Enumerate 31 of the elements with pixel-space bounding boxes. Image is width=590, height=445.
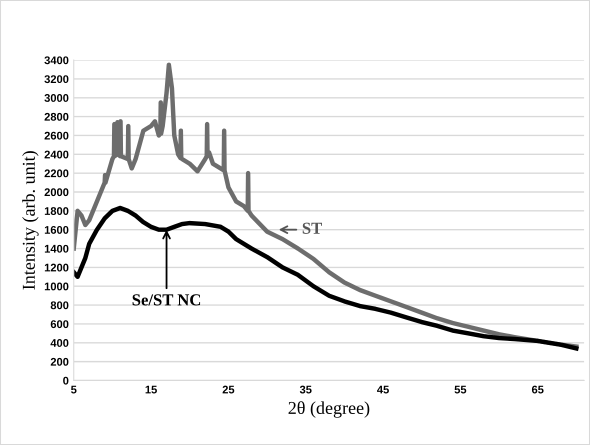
y-axis-title: Intensity (arb. unit): [22, 151, 39, 290]
y-tick-label: 800: [50, 301, 68, 310]
line-series: [74, 206, 579, 351]
y-tick-label: 1200: [44, 264, 68, 272]
y-tick-label: 600: [50, 320, 68, 328]
y-tick-label: 3200: [44, 75, 68, 84]
x-tick-label: 25: [222, 386, 234, 394]
y-tick-label: 400: [50, 339, 68, 347]
x-tick-label: 5: [71, 386, 77, 394]
y-tick-label: 2400: [44, 150, 68, 158]
y-tick-label: 2000: [44, 188, 68, 196]
y-tick-label: 1400: [44, 244, 68, 253]
y-tick-label: 0: [63, 376, 68, 385]
y-tick-label: 2800: [44, 112, 68, 121]
y-tick-label: 3000: [44, 94, 68, 102]
y-tick-label: 1600: [44, 226, 68, 234]
y-tick-label: 1800: [44, 207, 68, 215]
x-tick-label: 45: [377, 386, 389, 394]
x-tick-label: 35: [300, 386, 312, 394]
annotation: ST: [302, 222, 322, 234]
y-tick-label: 2200: [44, 169, 68, 178]
x-tick-label: 15: [146, 386, 157, 394]
y-tick-label: 2600: [44, 132, 68, 140]
x-tick-label: 55: [454, 386, 466, 394]
x-tick-label: 65: [532, 386, 544, 394]
line-series: [74, 62, 579, 349]
y-tick-label: 1000: [44, 282, 68, 290]
annotation: Se/ST NC: [132, 294, 200, 306]
y-tick-label: 3400: [44, 56, 68, 64]
x-axis-title: 2θ (degree): [288, 401, 370, 418]
y-tick-label: 200: [50, 358, 68, 366]
